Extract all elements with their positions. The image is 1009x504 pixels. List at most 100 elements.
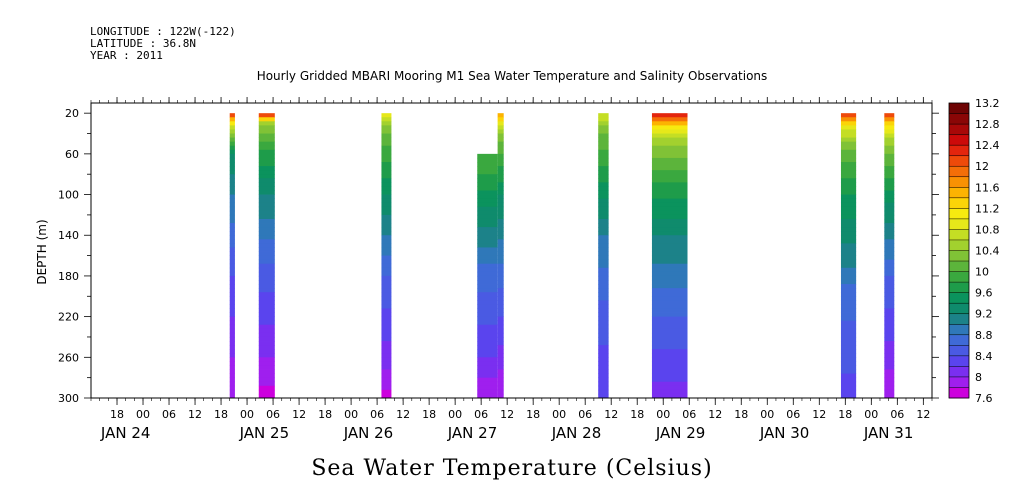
data-cell [497, 324, 504, 330]
data-cell [229, 117, 235, 122]
data-cell [258, 194, 275, 200]
data-cell [598, 210, 609, 216]
x-tick-label: 18 [110, 408, 124, 421]
data-cell [840, 332, 857, 338]
colorbar-swatch [949, 366, 969, 378]
data-cell [840, 361, 857, 366]
data-cell [229, 239, 235, 244]
data-cell [651, 393, 688, 399]
data-cell [840, 125, 857, 130]
x-tick-label: 00 [760, 408, 774, 421]
data-cell [477, 271, 498, 277]
data-cell [497, 357, 504, 362]
data-cell [381, 324, 392, 330]
data-cell [381, 349, 392, 354]
x-tick-label: 06 [890, 408, 904, 421]
data-cell [884, 149, 895, 155]
data-cell [258, 300, 275, 305]
data-cell [258, 373, 275, 379]
data-cell [497, 153, 504, 159]
x-tick-label: 12 [708, 408, 722, 421]
data-cell [497, 166, 504, 171]
data-cell [381, 393, 392, 399]
data-cell [229, 198, 235, 204]
data-cell [381, 381, 392, 387]
data-cell [497, 328, 504, 334]
data-cell [651, 231, 688, 236]
data-cell [477, 214, 498, 220]
data-cell [884, 255, 895, 261]
data-cell [598, 324, 609, 330]
data-cell [258, 332, 275, 338]
data-cell [477, 275, 498, 281]
data-cell [840, 393, 857, 399]
colorbar-label: 10 [975, 266, 989, 279]
data-cell [258, 113, 275, 118]
data-cell [884, 336, 895, 342]
data-cell [884, 349, 895, 354]
data-cell [840, 133, 857, 138]
data-cell [497, 336, 504, 342]
data-cell [598, 214, 609, 220]
data-cell [651, 280, 688, 285]
data-cell [229, 129, 235, 134]
data-cell [598, 345, 609, 350]
data-cell [840, 267, 857, 273]
data-cell [840, 353, 857, 358]
data-cell [381, 129, 392, 134]
colorbar-swatch [949, 271, 969, 283]
data-cell [381, 292, 392, 297]
data-cell [651, 381, 688, 387]
data-cell [258, 259, 275, 265]
data-cell [258, 381, 275, 387]
data-cell [884, 353, 895, 358]
data-cell [497, 373, 504, 379]
data-cell [598, 373, 609, 379]
data-cell [884, 263, 895, 269]
data-cell [258, 125, 275, 130]
data-cell [651, 385, 688, 391]
data-cell [884, 206, 895, 212]
data-cell [381, 271, 392, 277]
data-cell [381, 328, 392, 334]
data-cell [229, 113, 235, 118]
data-cell [258, 170, 275, 175]
data-cell [598, 166, 609, 171]
data-cell [229, 385, 235, 391]
x-tick-label: 12 [812, 408, 826, 421]
data-cell [651, 316, 688, 322]
data-cell [884, 170, 895, 175]
colorbar-label: 11.2 [975, 202, 1000, 215]
data-cell [884, 210, 895, 216]
data-cell [381, 251, 392, 256]
x-tick-label: 18 [318, 408, 332, 421]
x-day-label: JAN 26 [343, 424, 394, 442]
x-tick-label: 18 [526, 408, 540, 421]
data-cell [381, 320, 392, 326]
data-cell [598, 129, 609, 134]
colorbar-label: 7.6 [975, 392, 993, 405]
data-cell [884, 198, 895, 204]
data-cell [497, 218, 504, 224]
data-cell [840, 296, 857, 301]
data-cell [258, 353, 275, 358]
data-cell [884, 271, 895, 277]
colorbar-label: 9.6 [975, 287, 993, 300]
data-cell [497, 349, 504, 354]
data-cell [477, 198, 498, 204]
data-cell [258, 129, 275, 134]
data-cell [884, 288, 895, 293]
data-cell [381, 174, 392, 179]
data-cell [884, 280, 895, 285]
data-cell [477, 288, 498, 293]
colorbar-swatch [949, 250, 969, 262]
data-cell [497, 186, 504, 191]
data-cell [477, 341, 498, 346]
data-cell [229, 308, 235, 313]
data-cell [229, 157, 235, 163]
data-cell [598, 157, 609, 163]
longitude-label: LONGITUDE : 122W(-122) [90, 25, 236, 38]
data-cell [497, 361, 504, 366]
data-cell [229, 153, 235, 159]
data-cell [497, 369, 504, 374]
